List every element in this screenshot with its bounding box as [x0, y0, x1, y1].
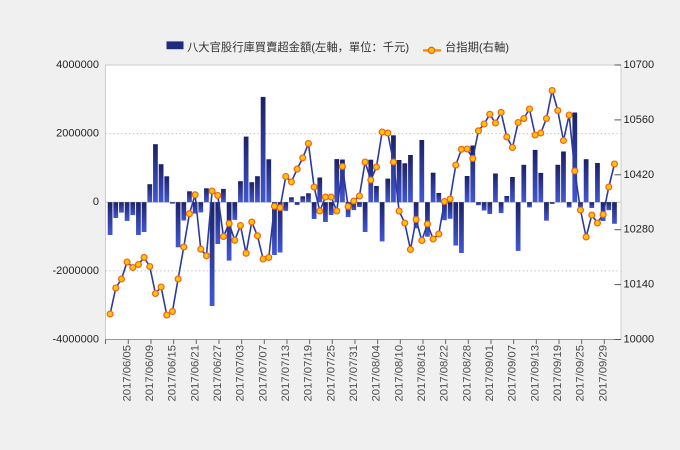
svg-text:2017/08/22: 2017/08/22 — [439, 345, 451, 402]
svg-text:2017/08/28: 2017/08/28 — [461, 345, 473, 402]
svg-text:10140: 10140 — [624, 279, 655, 291]
svg-text:-4000000: -4000000 — [53, 334, 100, 346]
svg-text:2017/07/25: 2017/07/25 — [325, 345, 337, 402]
svg-text:2017/09/07: 2017/09/07 — [507, 345, 519, 402]
svg-text:10280: 10280 — [624, 224, 655, 236]
svg-text:2017/09/29: 2017/09/29 — [597, 345, 609, 402]
svg-text:2017/08/04: 2017/08/04 — [371, 345, 383, 402]
svg-text:2017/09/13: 2017/09/13 — [529, 345, 541, 402]
svg-text:2017/07/31: 2017/07/31 — [348, 345, 360, 402]
svg-text:2017/09/01: 2017/09/01 — [484, 345, 496, 402]
svg-text:2000000: 2000000 — [56, 128, 99, 140]
svg-text:2017/07/03: 2017/07/03 — [235, 345, 247, 402]
svg-text:10700: 10700 — [624, 59, 655, 71]
svg-text:2017/07/07: 2017/07/07 — [257, 345, 269, 402]
svg-text:0: 0 — [93, 196, 99, 208]
svg-text:2017/07/19: 2017/07/19 — [303, 345, 315, 402]
svg-text:2017/06/27: 2017/06/27 — [212, 345, 224, 402]
svg-text:八大官股行庫買賣超金額(左軸，單位：千元): 八大官股行庫買賣超金額(左軸，單位：千元) — [187, 40, 409, 54]
svg-text:4000000: 4000000 — [56, 59, 99, 71]
svg-text:10420: 10420 — [624, 169, 655, 181]
svg-text:2017/08/16: 2017/08/16 — [416, 345, 428, 402]
svg-text:2017/06/15: 2017/06/15 — [167, 345, 179, 402]
svg-text:-2000000: -2000000 — [53, 265, 100, 277]
svg-text:10000: 10000 — [624, 334, 655, 346]
svg-text:2017/07/13: 2017/07/13 — [280, 345, 292, 402]
svg-text:2017/06/05: 2017/06/05 — [121, 345, 133, 402]
svg-text:2017/09/19: 2017/09/19 — [552, 345, 564, 402]
svg-text:2017/06/21: 2017/06/21 — [189, 345, 201, 402]
svg-text:2017/09/25: 2017/09/25 — [575, 345, 587, 402]
svg-text:2017/08/10: 2017/08/10 — [393, 345, 405, 402]
svg-text:2017/06/09: 2017/06/09 — [144, 345, 156, 402]
svg-text:台指期(右軸): 台指期(右軸) — [445, 40, 509, 54]
svg-text:10560: 10560 — [624, 114, 655, 126]
